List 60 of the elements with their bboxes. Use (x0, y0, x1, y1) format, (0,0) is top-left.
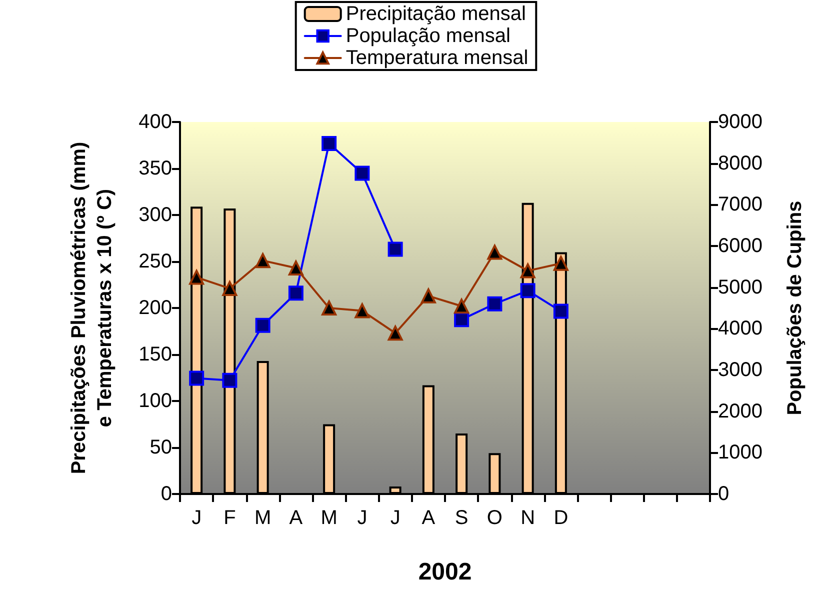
y-axis-title: Precipitações Pluviométricas (mm) e Temperaturas x 10 (º C) (68, 142, 116, 474)
y-tick-label: 250 (138, 250, 172, 272)
y-tick-label: 0 (160, 483, 172, 505)
point (189, 270, 204, 285)
y2-tick-label: 1000 (718, 442, 762, 464)
point (420, 288, 436, 304)
y-tick-label: 100 (138, 390, 172, 412)
y2-axis-title: Populações de Cupins (784, 200, 806, 416)
y2-tick-label: 2000 (718, 400, 762, 422)
y2-tick-label: 4000 (718, 318, 762, 340)
y-tick-label: 150 (138, 344, 172, 366)
x-tick-label: F (224, 507, 236, 529)
point (255, 318, 270, 333)
y-tick-label: 50 (150, 436, 172, 458)
legend-label: Precipitação mensal (346, 3, 526, 25)
y2-tick-label: 3000 (718, 359, 762, 381)
legend-label: População mensal (346, 25, 510, 47)
y2-tick-label: 0 (718, 483, 730, 505)
point (222, 372, 238, 388)
point (354, 303, 370, 318)
y2-tick-label: 6000 (718, 235, 762, 257)
point (520, 283, 536, 298)
point (189, 370, 204, 386)
legend-label: Temperatura mensal (346, 47, 528, 69)
point (388, 242, 403, 257)
x-tick-label: J (357, 507, 368, 529)
x-tick-label: M (254, 507, 272, 529)
point (487, 296, 502, 312)
point (322, 300, 337, 316)
x-tick-label: A (422, 507, 436, 529)
point (288, 260, 304, 276)
x-tick-label: M (320, 507, 338, 529)
x-axis-title: 2002 (418, 558, 472, 586)
point (454, 312, 470, 328)
point (454, 298, 470, 314)
y-tick-label: 200 (138, 297, 172, 319)
y2-tick-label: 5000 (718, 276, 762, 298)
point (520, 263, 536, 278)
point (388, 326, 403, 341)
point (487, 244, 502, 260)
x-tick-label: D (554, 507, 568, 529)
y-tick-label: 300 (138, 204, 172, 226)
x-tick-label: J (192, 507, 202, 529)
point (222, 280, 238, 296)
x-tick-label: O (486, 507, 502, 529)
point (553, 304, 568, 319)
point (255, 253, 270, 268)
point (553, 256, 568, 271)
x-tick-label: J (390, 507, 400, 529)
x-tick-label: S (454, 507, 468, 529)
y2-tick-label: 8000 (718, 152, 762, 174)
point (354, 166, 370, 181)
point (288, 286, 304, 301)
x-tick-label: N (520, 507, 536, 529)
y-tick-label: 400 (138, 111, 172, 133)
x-tick-label: A (289, 507, 304, 529)
point (322, 136, 337, 151)
y-tick-label: 350 (138, 158, 172, 180)
y2-tick-label: 7000 (718, 194, 762, 216)
y2-tick-label: 9000 (718, 111, 762, 133)
